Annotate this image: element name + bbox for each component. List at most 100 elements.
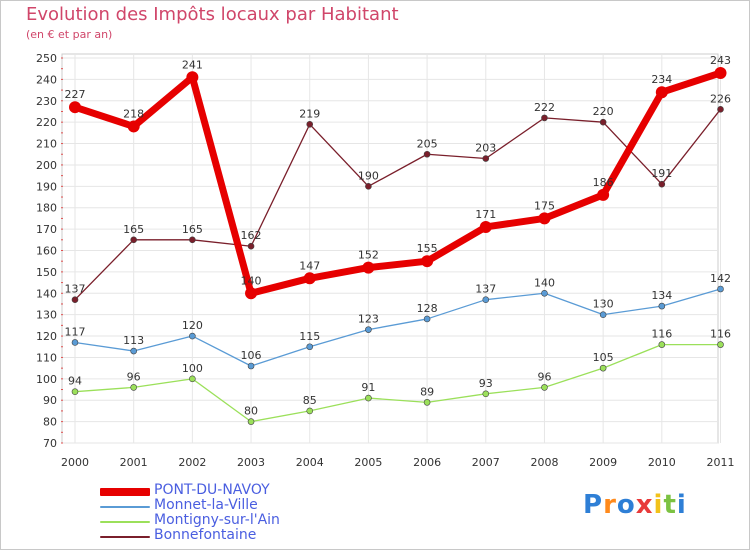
data-label: 186 <box>593 176 614 189</box>
data-point <box>538 212 551 225</box>
data-point <box>127 120 140 133</box>
data-point <box>130 384 137 391</box>
logo-letter: o <box>616 490 636 520</box>
data-label: 205 <box>417 137 438 150</box>
y-tick-label: 150 <box>36 266 57 279</box>
x-tick-label: 2005 <box>354 456 382 469</box>
data-label: 128 <box>417 302 438 315</box>
data-label: 134 <box>651 289 672 302</box>
y-tick-label: 80 <box>43 416 57 429</box>
data-label: 113 <box>123 334 144 347</box>
data-label: 220 <box>593 105 614 118</box>
data-point <box>189 375 196 383</box>
legend-label: Monnet-la-Ville <box>154 497 258 513</box>
y-tick-label: 210 <box>36 138 57 151</box>
data-label: 91 <box>361 381 375 394</box>
logo-letter: i <box>676 490 687 520</box>
data-point <box>658 302 666 310</box>
data-label: 80 <box>244 405 258 418</box>
y-tick-label: 240 <box>36 73 57 86</box>
data-label: 93 <box>479 377 493 390</box>
data-point <box>482 390 490 398</box>
y-tick-label: 190 <box>36 180 57 193</box>
x-tick-label: 2000 <box>61 456 89 469</box>
x-tick-label: 2006 <box>413 456 441 469</box>
data-point <box>189 236 196 244</box>
data-point <box>541 114 548 122</box>
series-line <box>74 288 722 367</box>
data-point <box>130 236 137 244</box>
proxiti-logo: Proxiti <box>583 490 687 520</box>
data-label: 142 <box>710 272 731 285</box>
data-point <box>479 220 492 233</box>
y-tick-label: 70 <box>43 437 57 450</box>
data-point <box>714 66 727 79</box>
x-tick-label: 2011 <box>707 456 735 469</box>
x-tick-label: 2007 <box>472 456 500 469</box>
data-label: 227 <box>65 88 86 101</box>
legend-swatch <box>100 506 150 508</box>
y-tick-label: 100 <box>36 373 57 386</box>
data-label: 234 <box>651 73 672 86</box>
data-point <box>597 188 610 201</box>
data-point <box>130 347 137 355</box>
logo-letter: i <box>653 490 664 520</box>
y-tick-label: 220 <box>36 116 57 129</box>
data-label: 171 <box>475 208 496 221</box>
data-point <box>599 364 607 372</box>
data-label: 106 <box>241 349 262 362</box>
logo-letter: P <box>583 490 604 520</box>
data-label: 116 <box>710 328 731 341</box>
data-point <box>423 399 431 406</box>
data-label: 203 <box>475 142 496 155</box>
y-tick-label: 140 <box>36 287 57 300</box>
y-tick-label: 110 <box>36 351 57 364</box>
data-label: 165 <box>123 223 144 236</box>
data-label: 117 <box>65 325 86 338</box>
data-point <box>482 296 490 303</box>
data-point <box>658 341 666 348</box>
data-label: 137 <box>475 283 496 296</box>
data-point <box>71 388 79 395</box>
x-tick-label: 2004 <box>296 456 324 469</box>
data-point <box>186 71 199 84</box>
y-tick-label: 180 <box>36 202 57 215</box>
data-label: 191 <box>651 167 672 180</box>
legend-label: PONT-DU-NAVOY <box>154 482 270 498</box>
y-tick-label: 130 <box>36 309 57 322</box>
x-tick-label: 2009 <box>589 456 617 469</box>
data-point <box>655 86 668 99</box>
data-point <box>303 272 316 285</box>
data-label: 162 <box>241 229 262 242</box>
data-label: 152 <box>358 249 379 262</box>
data-label: 96 <box>127 370 141 383</box>
y-tick-label: 160 <box>36 245 57 258</box>
data-label: 137 <box>65 283 86 296</box>
data-label: 100 <box>182 362 203 375</box>
data-point <box>247 242 255 250</box>
y-tick-label: 170 <box>36 223 57 236</box>
x-tick-label: 2001 <box>120 456 148 469</box>
data-point <box>247 418 255 425</box>
chart-title: Evolution des Impôts locaux par Habitant <box>26 4 399 25</box>
data-point <box>658 180 666 188</box>
data-label: 175 <box>534 199 555 212</box>
series-line <box>74 108 722 301</box>
x-tick-label: 2003 <box>237 456 265 469</box>
logo-letter: t <box>663 490 677 520</box>
data-point <box>423 150 431 158</box>
data-label: 165 <box>182 223 203 236</box>
data-point <box>365 326 372 333</box>
y-tick-label: 120 <box>36 330 57 343</box>
data-label: 219 <box>299 107 320 120</box>
series-line <box>74 343 722 423</box>
data-point <box>599 118 607 126</box>
data-point <box>306 121 314 128</box>
x-tick-label: 2002 <box>178 456 206 469</box>
data-label: 96 <box>537 370 551 383</box>
data-label: 85 <box>303 394 317 407</box>
data-point <box>306 407 314 415</box>
data-label: 105 <box>593 351 614 364</box>
x-tick-label: 2010 <box>648 456 676 469</box>
